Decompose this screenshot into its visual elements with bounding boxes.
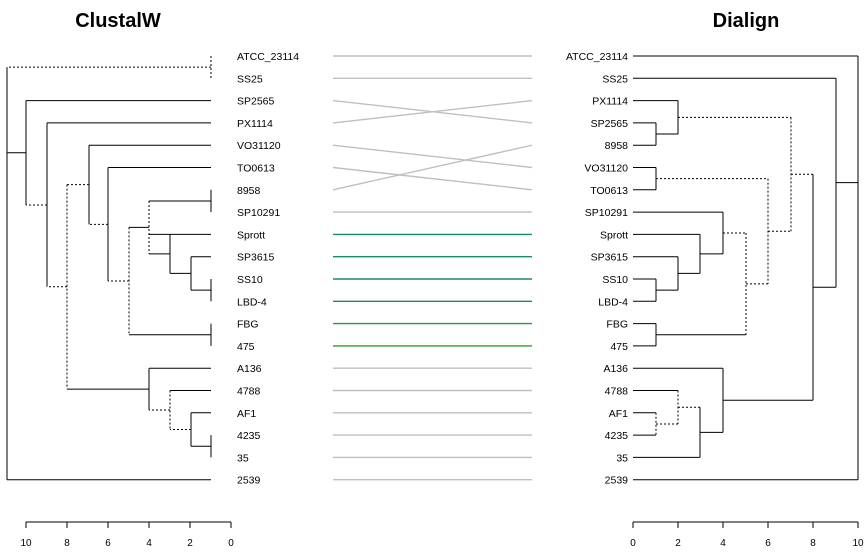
right-dendrogram — [633, 55, 859, 481]
left-leaf-label: 4788 — [237, 386, 261, 398]
left-leaf-label: Sprott — [237, 229, 265, 241]
connector-lines — [332, 55, 533, 481]
left-dendrogram — [6, 56, 212, 481]
right-leaf-label: SS10 — [602, 274, 628, 286]
right-axis-tick-label: 8 — [810, 538, 816, 549]
connector-TO0613 — [332, 166, 533, 191]
left-leaf-label: ATCC_23114 — [237, 51, 299, 63]
left-leaf-label: SP3615 — [237, 252, 275, 264]
right-leaf-label: ATCC_23114 — [566, 51, 628, 63]
right-leaf-label: PX1114 — [592, 96, 628, 108]
right-leaf-label: 8958 — [605, 140, 629, 152]
right-leaf-label: VO31120 — [584, 163, 628, 175]
left-leaf-label: A136 — [237, 363, 262, 375]
right-axis-tick-label: 4 — [720, 538, 726, 549]
left-height-axis: 10 8 6 4 2 0 — [20, 521, 234, 549]
left-leaf-labels: ATCC_23114 SS25 SP2565 PX1114 VO31120 TO0613 8… — [237, 51, 299, 487]
left-leaf-label: 35 — [237, 452, 249, 464]
right-leaf-label: SP10291 — [585, 207, 628, 219]
left-leaf-label: LBD-4 — [237, 296, 267, 308]
left-axis-tick-label: 4 — [146, 538, 152, 549]
left-axis-tick-label: 2 — [187, 538, 193, 549]
right-leaf-label: 4788 — [605, 386, 629, 398]
right-leaf-label: 4235 — [605, 430, 629, 442]
left-leaf-label: 4235 — [237, 430, 261, 442]
left-leaf-label: FBG — [237, 319, 259, 331]
left-leaf-label: SP10291 — [237, 207, 280, 219]
left-leaf-label: PX1114 — [237, 118, 273, 130]
left-leaf-label: TO0613 — [237, 163, 275, 175]
right-axis-tick-label: 6 — [765, 538, 771, 549]
left-axis-tick-label: 0 — [228, 538, 234, 549]
left-leaf-label: 8958 — [237, 185, 261, 197]
left-leaf-label: SS25 — [237, 73, 263, 85]
left-leaf-label: AF1 — [237, 408, 256, 420]
right-axis-tick-label: 2 — [675, 538, 681, 549]
left-leaf-label: VO31120 — [237, 140, 281, 152]
right-tree-title: Dialign — [713, 10, 780, 32]
right-leaf-labels: ATCC_23114 SS25 PX1114 SP2565 8958 VO31120 TO0… — [566, 51, 628, 487]
right-leaf-label: LBD-4 — [598, 296, 628, 308]
connector-PX1114 — [332, 99, 533, 124]
right-leaf-label: TO0613 — [590, 185, 628, 197]
left-leaf-label: SS10 — [237, 274, 263, 286]
right-leaf-label: 35 — [616, 452, 628, 464]
connector-8958 — [332, 144, 533, 191]
right-leaf-label: FBG — [606, 319, 628, 331]
right-leaf-label: AF1 — [609, 408, 628, 420]
left-leaf-label: SP2565 — [237, 96, 275, 108]
right-axis-tick-label: 0 — [630, 538, 636, 549]
left-leaf-label: 2539 — [237, 475, 261, 487]
right-leaf-label: SS25 — [602, 73, 628, 85]
left-leaf-label: 475 — [237, 341, 255, 353]
right-leaf-label: SP2565 — [591, 118, 629, 130]
left-axis-tick-label: 6 — [105, 538, 111, 549]
right-leaf-label: SP3615 — [591, 252, 629, 264]
left-tree-title: ClustalW — [75, 10, 161, 32]
right-height-axis: 0 2 4 6 8 10 — [630, 521, 864, 549]
right-leaf-label: A136 — [603, 363, 628, 375]
right-leaf-label: Sprott — [600, 229, 628, 241]
connector-VO31120 — [332, 144, 533, 169]
left-axis-tick-label: 8 — [64, 538, 70, 549]
right-axis-tick-label: 10 — [852, 538, 864, 549]
left-axis-tick-label: 10 — [20, 538, 32, 549]
right-leaf-label: 475 — [610, 341, 628, 353]
right-leaf-label: 2539 — [605, 475, 629, 487]
